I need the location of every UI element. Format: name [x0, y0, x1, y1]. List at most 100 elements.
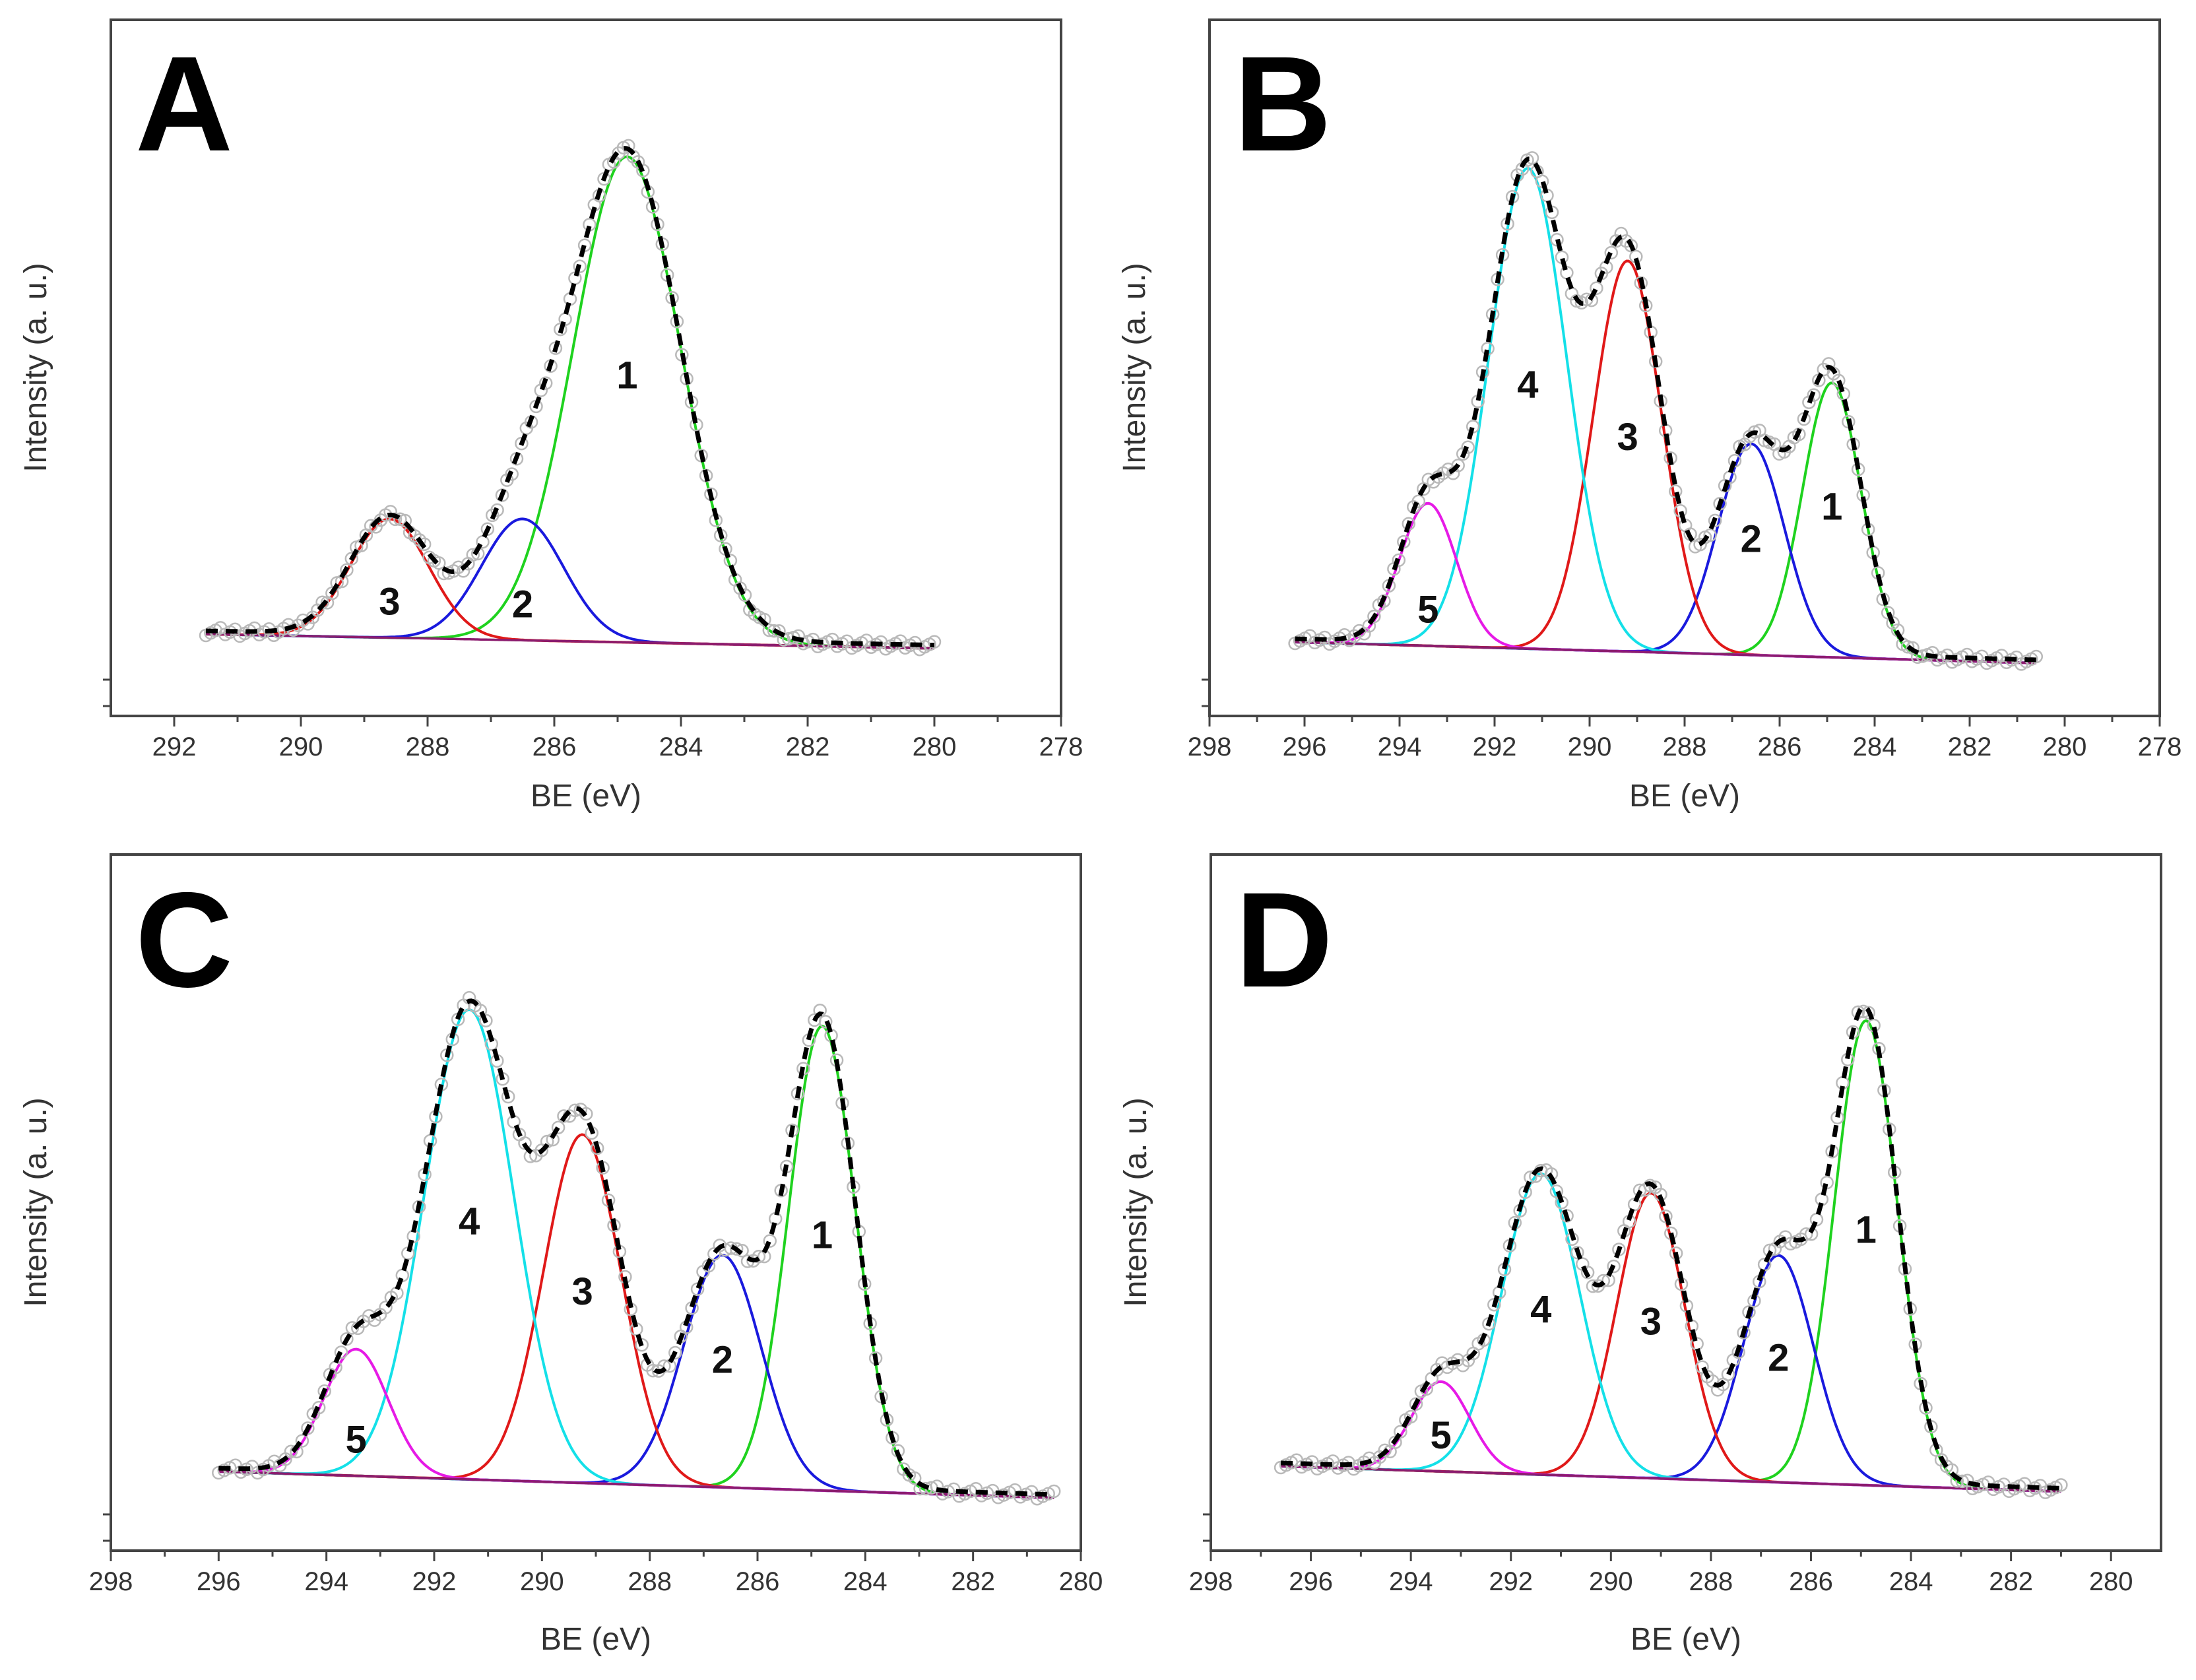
data-point	[398, 513, 412, 528]
x-axis-label: BE (eV)	[1631, 1622, 1741, 1657]
x-tick-label: 294	[1389, 1567, 1433, 1596]
data-point	[311, 1400, 326, 1415]
data-point	[364, 519, 378, 533]
data-point	[1411, 494, 1426, 509]
panel-a: 1 2 3 292 290 288 286 284 282 280 278 A BE (eV) I…	[18, 18, 1083, 814]
data-point	[383, 505, 397, 519]
data-point	[573, 259, 587, 273]
data-point	[534, 383, 548, 397]
data-point	[417, 537, 432, 551]
data-point	[1377, 594, 1391, 608]
data-point	[1900, 640, 1915, 654]
data-point	[668, 1345, 682, 1360]
data-point	[2054, 1478, 2068, 1492]
data-point	[1861, 1006, 1876, 1020]
peak-label: 1	[1856, 1209, 1877, 1252]
data-point	[345, 1321, 360, 1335]
x-tick-label: 294	[304, 1567, 348, 1596]
data-point	[1955, 1474, 1969, 1489]
y-axis-label: Intensity (a. u.)	[1117, 263, 1152, 472]
x-tick-label: 288	[406, 732, 450, 761]
x-tick-label: 280	[1059, 1567, 1103, 1596]
data-point	[1792, 427, 1806, 441]
envelope-fit	[205, 146, 935, 648]
envelope-fit	[218, 998, 1054, 1497]
data-point	[1693, 537, 1707, 552]
data-point	[729, 1242, 744, 1256]
x-tick-label: 278	[1039, 732, 1083, 761]
panel-letter: C	[135, 864, 233, 1016]
data-point	[1397, 534, 1411, 549]
x-axis-label: BE (eV)	[531, 779, 641, 814]
x-tick-label: 284	[1889, 1567, 1933, 1596]
data-point	[379, 1301, 393, 1314]
x-tick-label: 286	[1758, 732, 1802, 761]
panel-letter: A	[135, 28, 233, 179]
x-tick-label: 280	[2089, 1567, 2133, 1596]
x-tick-label: 290	[279, 732, 323, 761]
x-tick-label: 296	[1283, 732, 1327, 761]
data-point	[1802, 395, 1816, 409]
x-tick-label: 296	[1289, 1567, 1333, 1596]
data-point	[1799, 1227, 1813, 1241]
y-axis-label: Intensity (a. u.)	[18, 1097, 53, 1307]
x-tick-label: 298	[1189, 1567, 1233, 1596]
peak-label: 3	[379, 580, 400, 623]
data-point	[738, 588, 752, 602]
plot-frame	[1210, 853, 2162, 1552]
x-tick-label: 298	[89, 1567, 133, 1596]
panel-letter: B	[1234, 28, 1332, 179]
data-point	[1807, 388, 1821, 402]
data-point	[340, 1332, 354, 1346]
data-point	[1580, 1266, 1595, 1279]
x-tick-label: 294	[1378, 732, 1422, 761]
data-point	[1570, 1245, 1584, 1260]
peak-label: 5	[1430, 1414, 1451, 1457]
y-axis-label: Intensity (a. u.)	[18, 263, 53, 472]
x-tick-label: 290	[1589, 1567, 1633, 1596]
peak-label: 5	[345, 1419, 366, 1462]
x-tick-label: 284	[1853, 732, 1897, 761]
data-point	[752, 1250, 766, 1264]
x-tick-label: 292	[152, 732, 197, 761]
data-point	[1659, 1210, 1673, 1223]
data-point	[1708, 513, 1722, 528]
data-point	[1607, 1259, 1621, 1274]
data-point	[1409, 1397, 1423, 1411]
data-point	[1624, 238, 1638, 253]
peak-label: 5	[1417, 589, 1438, 631]
data-point	[538, 376, 553, 390]
panel-letter: D	[1235, 864, 1333, 1016]
data-point	[1367, 609, 1381, 624]
data-point	[1604, 245, 1619, 260]
peak-label: 4	[459, 1200, 480, 1243]
data-point	[515, 436, 529, 451]
data-point	[334, 1345, 348, 1359]
data-point	[2029, 649, 2044, 664]
data-point	[1047, 1484, 1061, 1499]
data-point	[1404, 1409, 1418, 1424]
data-point	[1378, 1443, 1392, 1458]
x-tick-label: 292	[1489, 1567, 1533, 1596]
data-point	[479, 1014, 493, 1027]
data-point	[1876, 592, 1890, 606]
data-point	[466, 548, 480, 562]
data-point	[388, 512, 403, 527]
data-point	[818, 1015, 833, 1029]
background-line	[218, 1470, 1054, 1499]
panel-c: 1 2 3 4 5 298 296 294 292 290 288 286 284 282 280 C B…	[18, 853, 1103, 1657]
data-point	[1535, 174, 1549, 188]
x-tick-label: 288	[1663, 732, 1707, 761]
data-point	[1549, 1184, 1564, 1198]
x-tick-label: 280	[2043, 732, 2087, 761]
peak-label: 2	[1768, 1336, 1789, 1379]
x-tick-label: 282	[951, 1567, 995, 1596]
peak-label: 1	[616, 354, 637, 397]
x-tick-label: 288	[1689, 1567, 1733, 1596]
data-point	[1590, 281, 1603, 295]
data-point	[344, 552, 359, 565]
x-tick-label: 284	[659, 732, 703, 761]
x-tick-label: 282	[786, 732, 830, 761]
data-point	[635, 1338, 649, 1352]
